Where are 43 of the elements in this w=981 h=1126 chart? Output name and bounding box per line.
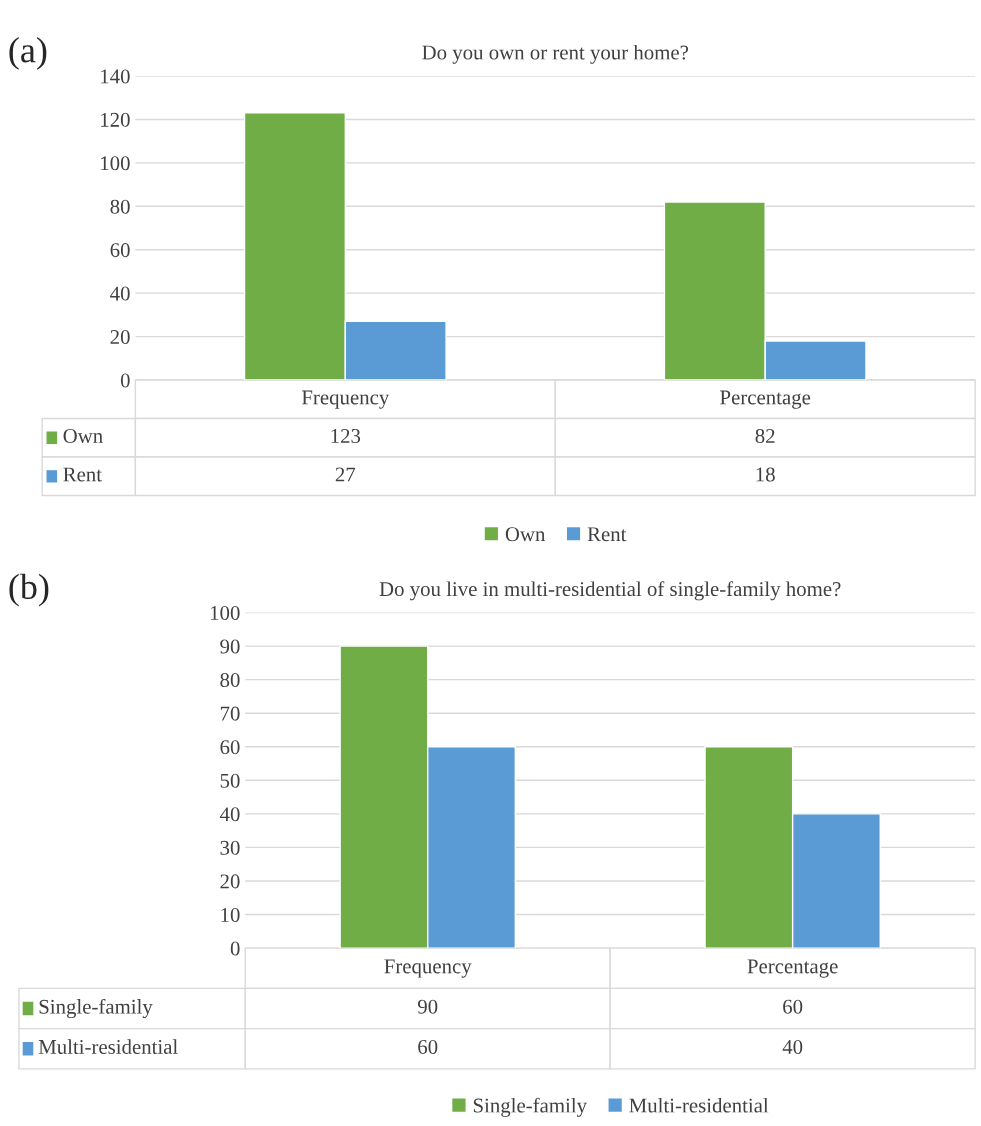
- y-tick-label: 60: [110, 243, 130, 258]
- y-tick-label: 140: [101, 69, 130, 84]
- legend-label: Single-family: [473, 1097, 587, 1117]
- text: (a): [9, 37, 47, 70]
- text: Multi-residential: [38, 1039, 178, 1054]
- y-tick-label: 100: [101, 156, 130, 171]
- y-tick-label: 50: [220, 773, 240, 788]
- chart-title: Do you live in multi-residential of single-family home?: [379, 581, 841, 601]
- text: (b): [9, 573, 49, 607]
- x-tick-label: Percentage: [720, 390, 811, 409]
- y-tick-label: 60: [220, 740, 240, 755]
- y-tick-label: 30: [220, 840, 240, 855]
- legend-label: Rent: [587, 527, 627, 542]
- chart-title: Do you own or rent your home?: [422, 44, 689, 64]
- y-tick-label: 40: [219, 807, 240, 822]
- x-tick-label: Frequency: [384, 959, 472, 978]
- y-tick-label: 0: [230, 941, 240, 956]
- y-tick-label: 90: [220, 639, 240, 654]
- y-tick-label: 40: [110, 286, 130, 301]
- y-tick-label: 80: [110, 199, 130, 214]
- y-tick-label: 0: [120, 373, 130, 388]
- y-tick-label: 20: [110, 329, 130, 345]
- data-label: 60: [783, 999, 803, 1014]
- y-tick-label: 70: [220, 706, 240, 721]
- data-label: 18: [756, 467, 775, 482]
- data-label: 27: [335, 467, 356, 482]
- data-label: 123: [331, 429, 361, 443]
- x-tick-label: Percentage: [747, 959, 838, 978]
- x-tick-label: Frequency: [301, 390, 390, 409]
- data-label: 82: [755, 428, 775, 443]
- y-tick-label: 10: [221, 907, 240, 922]
- text: Single-family: [39, 998, 153, 1019]
- data-label: 90: [417, 999, 438, 1014]
- text: Rent: [63, 467, 102, 482]
- legend-label: Own: [505, 527, 546, 542]
- y-tick-label: 80: [220, 673, 240, 688]
- text: Own: [63, 429, 103, 443]
- y-tick-label: 100: [210, 605, 240, 620]
- legend-label: Multi-residential: [629, 1097, 769, 1113]
- y-tick-label: 120: [101, 112, 130, 127]
- data-label: 60: [418, 1039, 438, 1054]
- y-tick-label: 20: [220, 874, 240, 889]
- data-label: 40: [782, 1039, 803, 1054]
